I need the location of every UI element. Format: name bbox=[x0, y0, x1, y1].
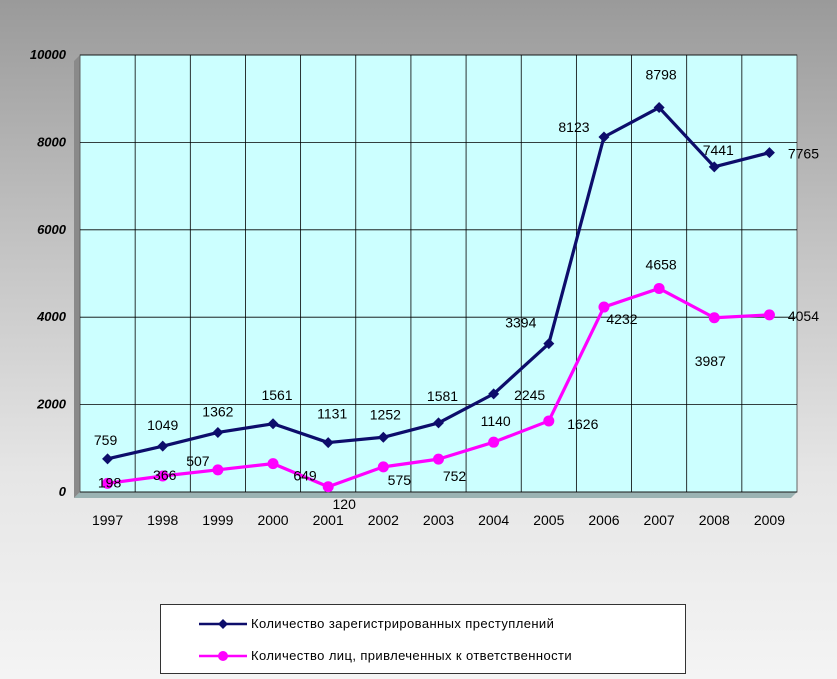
data-label: 1049 bbox=[147, 417, 178, 433]
x-tick-label: 1998 bbox=[147, 512, 178, 528]
data-label: 4054 bbox=[788, 308, 819, 324]
data-label: 649 bbox=[293, 468, 317, 484]
data-point-circle bbox=[102, 477, 114, 489]
data-label: 8798 bbox=[646, 67, 677, 83]
data-point-diamond bbox=[708, 161, 720, 173]
legend: Количество зарегистрированных преступлен… bbox=[160, 604, 686, 674]
x-tick-label: 2002 bbox=[368, 512, 399, 528]
data-point-diamond bbox=[763, 147, 775, 159]
data-label: 1581 bbox=[427, 388, 458, 404]
data-point-diamond bbox=[543, 338, 555, 350]
line-chart: 0 2000 4000 6000 8000 10000 1997 1998 1999 2000 20… bbox=[30, 47, 819, 528]
legend-marker-circle-icon bbox=[199, 651, 247, 661]
data-label: 120 bbox=[333, 496, 357, 512]
data-label: 1140 bbox=[481, 413, 511, 429]
data-label: 8123 bbox=[558, 119, 589, 135]
data-label: 4658 bbox=[646, 256, 677, 272]
data-point-diamond bbox=[488, 388, 500, 400]
data-point-circle bbox=[763, 309, 775, 321]
y-tick-label: 6000 bbox=[37, 222, 67, 237]
data-point-circle bbox=[433, 453, 444, 465]
data-point-diamond bbox=[433, 417, 444, 429]
x-tick-label: 2004 bbox=[478, 512, 509, 528]
data-label: 1626 bbox=[567, 416, 598, 432]
data-label: 1252 bbox=[370, 406, 401, 422]
y-tick-label: 10000 bbox=[30, 47, 67, 62]
data-label: 575 bbox=[388, 472, 412, 488]
data-label: 4232 bbox=[606, 311, 637, 327]
x-tick-label: 2009 bbox=[754, 512, 785, 528]
legend-label-persons-held-liable: Количество лиц, привлеченных к ответстве… bbox=[251, 648, 572, 663]
legend-marker-diamond-icon bbox=[199, 619, 247, 629]
legend-item-persons-held-liable: Количество лиц, привлеченных к ответстве… bbox=[161, 644, 685, 668]
plot-floor bbox=[74, 492, 797, 498]
data-point-circle bbox=[598, 301, 610, 313]
data-point-diamond bbox=[653, 102, 665, 114]
y-tick-label: 0 bbox=[59, 484, 67, 499]
data-point-diamond bbox=[598, 131, 610, 143]
data-point-circle bbox=[377, 461, 389, 473]
data-label: 2245 bbox=[514, 387, 545, 403]
data-label: 1362 bbox=[202, 403, 233, 419]
data-point-circle bbox=[322, 481, 334, 493]
plot-side-wall bbox=[74, 55, 80, 498]
data-label: 3987 bbox=[695, 353, 726, 369]
data-label: 507 bbox=[186, 453, 210, 469]
data-point-circle bbox=[212, 464, 224, 476]
data-label: 752 bbox=[443, 468, 467, 484]
data-label: 759 bbox=[94, 432, 118, 448]
x-tick-label: 2000 bbox=[257, 512, 288, 528]
data-point-circle bbox=[267, 458, 279, 470]
data-point-diamond bbox=[212, 426, 224, 438]
data-point-diamond bbox=[322, 437, 334, 449]
data-point-circle bbox=[708, 312, 720, 324]
data-point-diamond bbox=[267, 418, 279, 430]
data-point-diamond bbox=[157, 440, 169, 452]
x-tick-label: 2008 bbox=[699, 512, 730, 528]
x-tick-label: 2007 bbox=[644, 512, 675, 528]
x-tick-label: 1999 bbox=[202, 512, 233, 528]
x-tick-label: 2006 bbox=[588, 512, 619, 528]
y-tick-label: 2000 bbox=[36, 397, 67, 412]
data-label: 7441 bbox=[703, 142, 734, 158]
x-tick-label: 1997 bbox=[92, 512, 123, 528]
data-label: 1561 bbox=[261, 387, 292, 403]
data-label: 198 bbox=[98, 474, 122, 490]
x-tick-label: 2001 bbox=[313, 512, 344, 528]
data-point-diamond bbox=[102, 453, 114, 465]
x-tick-label: 2005 bbox=[533, 512, 564, 528]
data-label: 366 bbox=[153, 467, 177, 483]
data-label: 1131 bbox=[317, 406, 347, 422]
data-point-diamond bbox=[377, 431, 389, 443]
legend-item-registered-crimes: Количество зарегистрированных преступлен… bbox=[161, 612, 685, 636]
y-tick-label: 8000 bbox=[37, 134, 67, 149]
data-label: 7765 bbox=[788, 146, 819, 162]
data-point-circle bbox=[653, 282, 665, 294]
data-label: 3394 bbox=[505, 315, 536, 331]
y-tick-label: 4000 bbox=[36, 309, 67, 324]
data-point-circle bbox=[157, 470, 169, 482]
data-point-circle bbox=[488, 436, 500, 448]
legend-label-registered-crimes: Количество зарегистрированных преступлен… bbox=[251, 616, 555, 631]
data-point-circle bbox=[543, 415, 555, 427]
x-tick-label: 2003 bbox=[423, 512, 454, 528]
